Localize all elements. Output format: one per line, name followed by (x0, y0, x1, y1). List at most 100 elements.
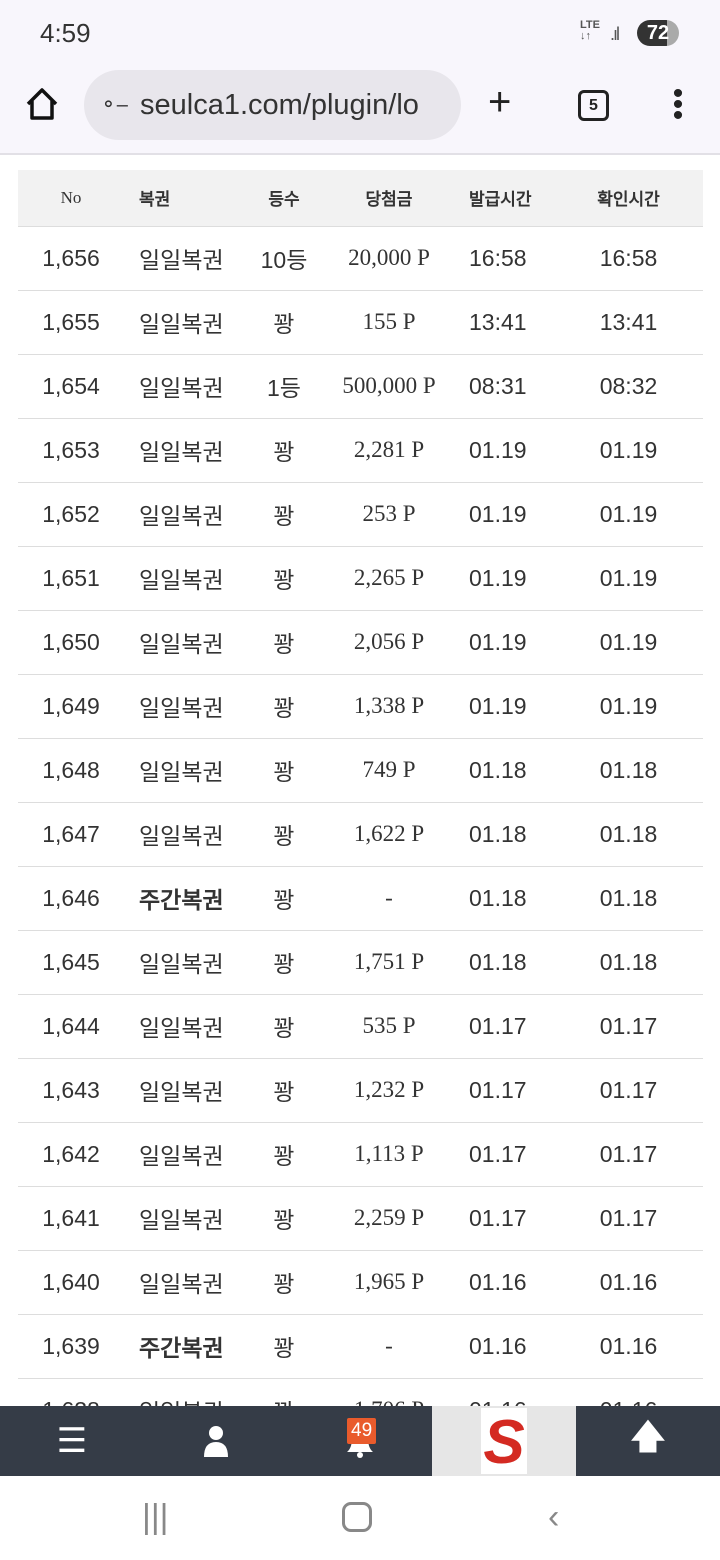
logo-s-icon: S (481, 1408, 527, 1474)
home-system-icon[interactable] (342, 1502, 372, 1532)
cell-lottery: 일일복권 (124, 1122, 244, 1187)
cell-prize: 253 P (324, 482, 454, 547)
more-menu-icon[interactable]: • • • (672, 77, 684, 132)
cell-prize: 1,113 P (324, 1122, 454, 1187)
table-row: 1,646 주간복권 꽝 -01.18 01.18 (18, 866, 703, 931)
cell-lottery: 일일복권 (124, 1186, 244, 1251)
cell-no: 1,638 (18, 1378, 124, 1406)
cell-rank: 꽝 (244, 994, 324, 1059)
new-tab-icon[interactable]: + (488, 80, 512, 124)
table-row: 1,649 일일복권 꽝 1,338 P 01.19 01.19 (18, 674, 703, 739)
cell-lottery: 일일복권 (124, 994, 244, 1059)
notification-badge: 49 (347, 1418, 377, 1444)
cell-no: 1,654 (18, 354, 124, 419)
cell-prize: 500,000 P (324, 354, 454, 419)
tab-switcher-button[interactable]: 5 (578, 90, 609, 121)
cell-lottery: 일일복권 (124, 290, 244, 355)
profile-button[interactable] (144, 1406, 288, 1476)
cell-checked-time: 01.19 (554, 546, 703, 611)
cell-checked-time: 01.18 (554, 738, 703, 803)
cell-issued-time: 01.19 (454, 674, 554, 739)
cell-no: 1,652 (18, 482, 124, 547)
cell-checked-time: 01.16 (554, 1378, 703, 1406)
header-checked-time: 확인시간 (554, 170, 703, 227)
menu-button[interactable]: ☰ (0, 1406, 144, 1476)
home-icon[interactable] (24, 86, 60, 122)
status-bar: 4:59 LTE ↓↑ .ıl 72 (0, 0, 720, 64)
cell-no: 1,655 (18, 290, 124, 355)
cell-rank: 1등 (244, 354, 324, 419)
cell-lottery: 일일복권 (124, 1250, 244, 1315)
cell-no: 1,647 (18, 802, 124, 867)
header-issued-time: 발급시간 (454, 170, 554, 227)
cell-prize: 20,000 P (324, 226, 454, 291)
cell-lottery: 일일복권 (124, 1058, 244, 1123)
cell-rank: 꽝 (244, 738, 324, 803)
site-settings-icon[interactable]: ⚬– (100, 94, 128, 116)
clock: 4:59 (40, 18, 91, 48)
cell-checked-time: 01.16 (554, 1250, 703, 1315)
cell-prize: 535 P (324, 994, 454, 1059)
cell-issued-time: 08:31 (454, 354, 554, 419)
cell-lottery: 주간복권 (124, 1314, 244, 1379)
cell-issued-time: 01.18 (454, 866, 554, 931)
cell-issued-time: 01.19 (454, 546, 554, 611)
bottom-nav: ☰ S 🡅 49 (0, 1406, 720, 1476)
table-row: 1,651 일일복권 꽝 2,265 P 01.19 01.19 (18, 546, 703, 611)
cell-lottery: 일일복권 (124, 354, 244, 419)
cell-issued-time: 01.17 (454, 1186, 554, 1251)
cell-prize: 749 P (324, 738, 454, 803)
hamburger-icon: ☰ (56, 1422, 88, 1460)
cell-no: 1,640 (18, 1250, 124, 1315)
cell-no: 1,653 (18, 418, 124, 483)
cell-no: 1,645 (18, 930, 124, 995)
cell-checked-time: 01.18 (554, 802, 703, 867)
cell-prize: 1,232 P (324, 1058, 454, 1123)
table-header: No 복권 등수 당첨금 발급시간 확인시간 (18, 170, 703, 227)
cell-prize: 2,056 P (324, 610, 454, 675)
cell-prize: 2,265 P (324, 546, 454, 611)
scroll-top-button[interactable]: 🡅 (576, 1406, 720, 1476)
network-icon: LTE ↓↑ (580, 19, 600, 42)
header-prize: 당첨금 (324, 170, 454, 227)
cell-prize: 1,706 P (324, 1378, 454, 1406)
cell-no: 1,644 (18, 994, 124, 1059)
address-bar[interactable]: ⚬– seulca1.com/plugin/lo (84, 70, 461, 140)
user-icon (204, 1426, 228, 1457)
arrow-up-icon: 🡅 (630, 1417, 666, 1456)
cell-lottery: 일일복권 (124, 930, 244, 995)
cell-lottery: 일일복권 (124, 418, 244, 483)
cell-rank: 꽝 (244, 802, 324, 867)
cell-issued-time: 01.19 (454, 418, 554, 483)
site-logo-button[interactable]: S (432, 1406, 576, 1476)
cell-rank: 꽝 (244, 1186, 324, 1251)
table-row: 1,652 일일복권 꽝 253 P 01.19 01.19 (18, 482, 703, 547)
cell-rank: 꽝 (244, 1250, 324, 1315)
cell-rank: 꽝 (244, 1058, 324, 1123)
cell-checked-time: 01.19 (554, 674, 703, 739)
table-row: 1,654 일일복권 1등 500,000 P 08:31 08:32 (18, 354, 703, 419)
cell-issued-time: 01.17 (454, 994, 554, 1059)
cell-no: 1,643 (18, 1058, 124, 1123)
cell-no: 1,651 (18, 546, 124, 611)
cell-no: 1,646 (18, 866, 124, 931)
cell-checked-time: 01.19 (554, 610, 703, 675)
cell-lottery: 일일복권 (124, 226, 244, 291)
battery-indicator: 72 (637, 20, 679, 46)
cell-lottery: 일일복권 (124, 610, 244, 675)
cell-lottery: 일일복권 (124, 802, 244, 867)
page-scroll-area[interactable]: No 복권 등수 당첨금 발급시간 확인시간 1,656 일일복권 10등 20,00… (0, 157, 720, 1406)
cell-no: 1,650 (18, 610, 124, 675)
cell-prize: 1,965 P (324, 1250, 454, 1315)
header-no: No (18, 170, 124, 227)
cell-no: 1,639 (18, 1314, 124, 1379)
cell-prize: 1,751 P (324, 930, 454, 995)
cell-prize: 1,622 P (324, 802, 454, 867)
recent-apps-icon[interactable]: ||| (142, 1498, 169, 1536)
cell-lottery: 일일복권 (124, 738, 244, 803)
table-row: 1,648 일일복권 꽝 749 P 01.18 01.18 (18, 738, 703, 803)
cell-checked-time: 01.17 (554, 1058, 703, 1123)
cell-lottery: 일일복권 (124, 1378, 244, 1406)
back-icon[interactable]: ‹ (548, 1498, 560, 1536)
